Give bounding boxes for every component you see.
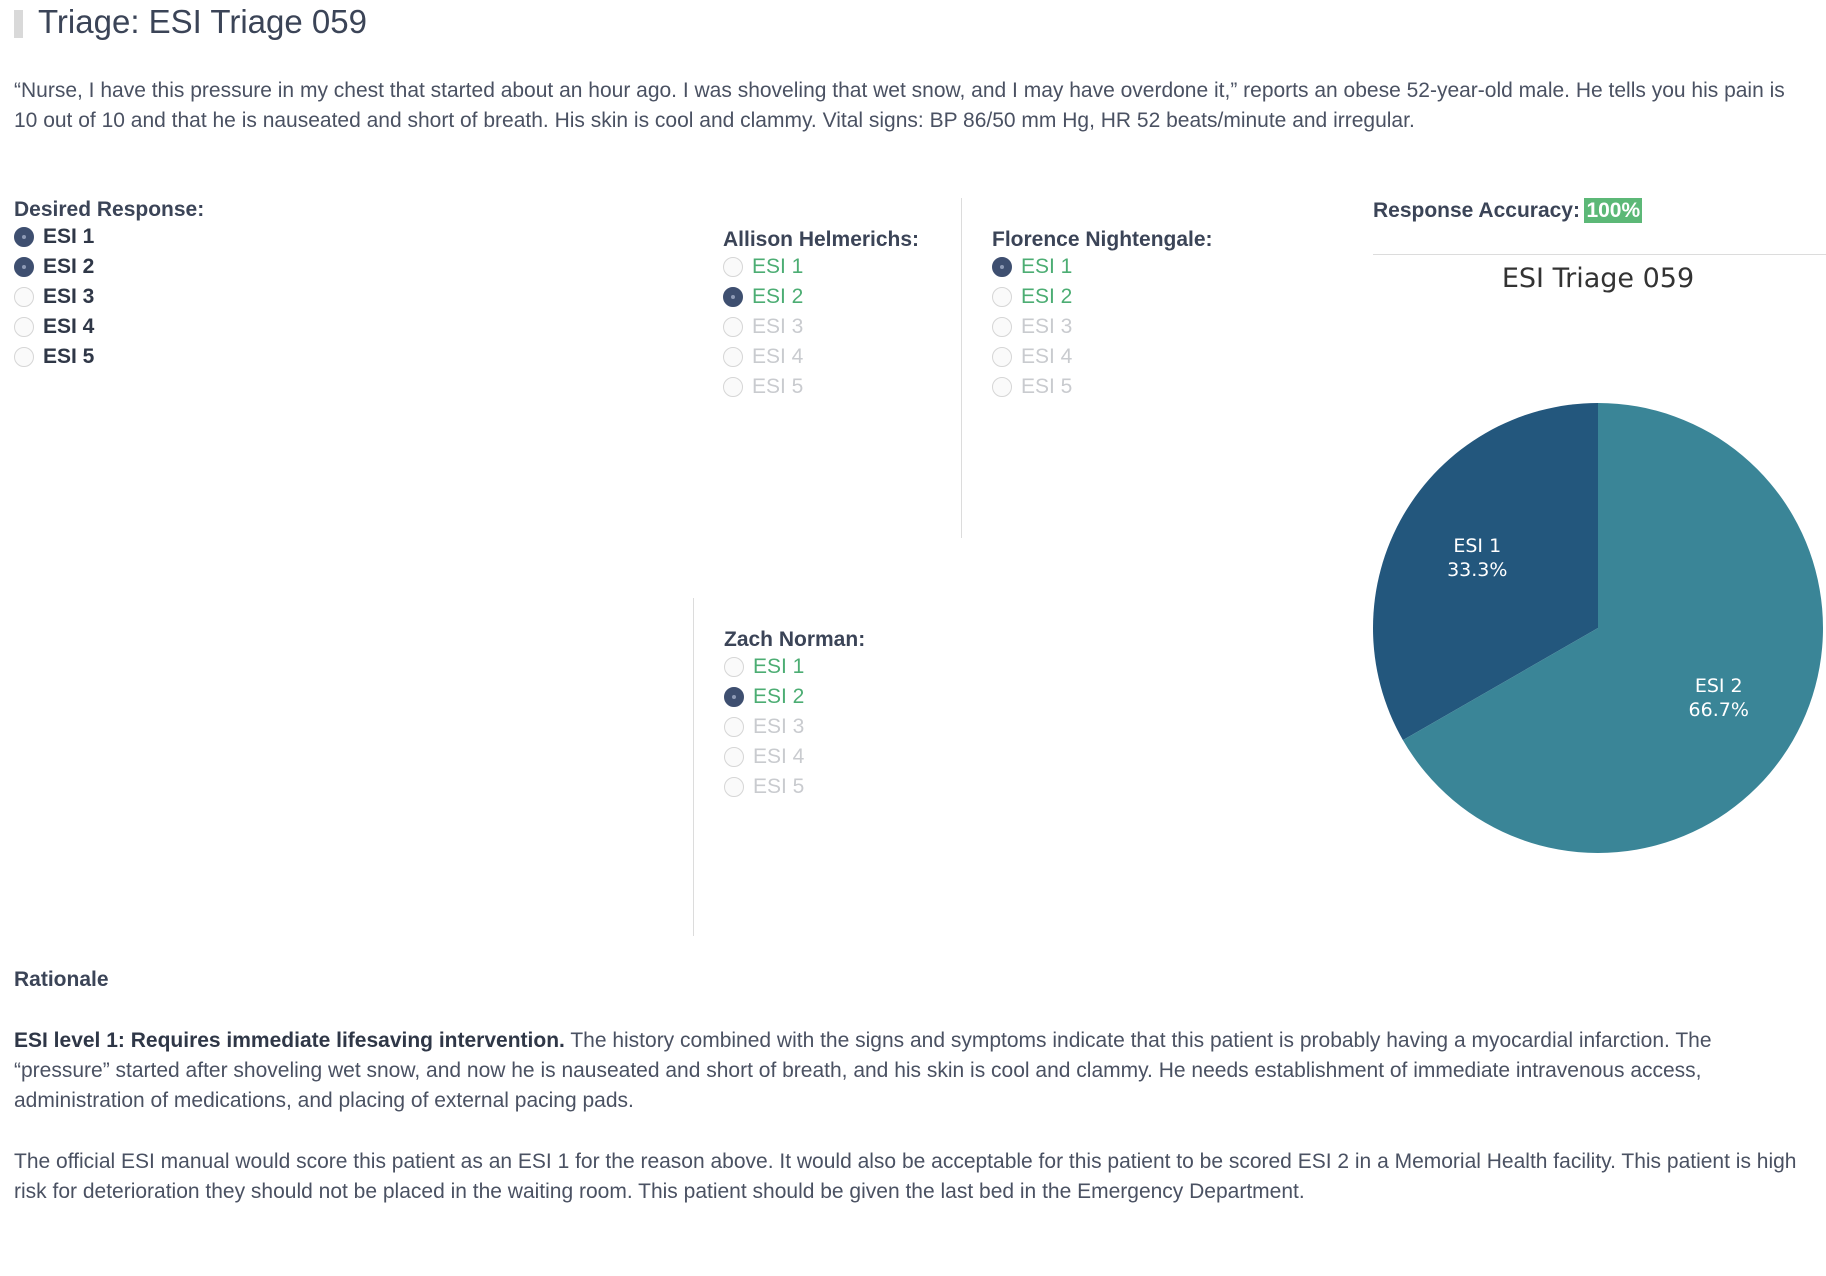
option-esi-1: ESI 1 — [724, 652, 865, 682]
pie-percent-label: 33.3% — [1447, 559, 1507, 581]
option-label: ESI 4 — [43, 315, 95, 338]
option-esi-4: ESI 4 — [724, 742, 865, 772]
responder-options: ESI 1 ESI 2 ESI 3 ESI 4 ESI 5 — [724, 652, 865, 802]
radio-button — [724, 777, 744, 797]
page-title: Triage: ESI Triage 059 — [38, 3, 367, 40]
desired-response-group: Desired Response: ESI 1 ESI 2 ESI 3 ESI 4 ES… — [14, 198, 204, 372]
option-esi-5: ESI 5 — [724, 772, 865, 802]
responder-options: ESI 1 ESI 2 ESI 3 ESI 4 ESI 5 — [992, 252, 1213, 402]
desired-response-options: ESI 1 ESI 2 ESI 3 ESI 4 ESI 5 — [14, 222, 204, 372]
option-esi-4: ESI 4 — [14, 312, 204, 342]
radio-button — [992, 287, 1012, 307]
pie-label: ESI 1 — [1453, 535, 1501, 557]
radio-button — [14, 257, 34, 277]
option-esi-2: ESI 2 — [723, 282, 919, 312]
radio-button — [723, 257, 743, 277]
option-esi-4: ESI 4 — [723, 342, 919, 372]
option-label: ESI 5 — [1021, 375, 1073, 398]
option-label: ESI 5 — [753, 775, 805, 798]
option-label: ESI 3 — [753, 715, 805, 738]
scenario-text: “Nurse, I have this pressure in my chest… — [14, 79, 1785, 132]
option-esi-5: ESI 5 — [723, 372, 919, 402]
radio-button — [724, 687, 744, 707]
radio-button — [992, 377, 1012, 397]
option-esi-3: ESI 3 — [14, 282, 204, 312]
radio-button — [14, 287, 34, 307]
option-label: ESI 1 — [43, 225, 95, 248]
radio-button — [14, 227, 34, 247]
option-esi-1: ESI 1 — [723, 252, 919, 282]
option-label: ESI 4 — [753, 745, 805, 768]
pie-label: ESI 2 — [1695, 675, 1743, 697]
rationale-bold-lead: ESI level 1: Requires immediate lifesavi… — [14, 1029, 565, 1052]
radio-button — [723, 377, 743, 397]
title-accent-bar — [14, 10, 23, 38]
option-label: ESI 3 — [752, 315, 804, 338]
option-esi-1: ESI 1 — [992, 252, 1213, 282]
rationale-paragraph-2: The official ESI manual would score this… — [14, 1150, 1797, 1203]
option-label: ESI 5 — [43, 345, 95, 368]
option-esi-5: ESI 5 — [992, 372, 1213, 402]
option-esi-5: ESI 5 — [14, 342, 204, 372]
option-esi-3: ESI 3 — [724, 712, 865, 742]
rationale-heading: Rationale — [14, 968, 109, 991]
rationale-body-1: The history combined with the signs and … — [14, 1029, 1712, 1112]
option-label: ESI 4 — [752, 345, 804, 368]
responder-options: ESI 1 ESI 2 ESI 3 ESI 4 ESI 5 — [723, 252, 919, 402]
option-esi-2: ESI 2 — [14, 252, 204, 282]
option-esi-3: ESI 3 — [992, 312, 1213, 342]
radio-button — [724, 657, 744, 677]
radio-button — [723, 287, 743, 307]
option-label: ESI 1 — [1021, 255, 1073, 278]
accuracy-label: Response Accuracy: — [1373, 199, 1580, 222]
chart-title: ESI Triage 059 — [1501, 263, 1695, 294]
option-label: ESI 3 — [1021, 315, 1073, 338]
rationale-paragraph-1: ESI level 1: Requires immediate lifesavi… — [14, 1026, 1804, 1116]
desired-response-label: Desired Response: — [14, 198, 205, 221]
accuracy-row: Response Accuracy: 100% — [1373, 198, 1643, 223]
responder-name: Allison Helmerichs: — [723, 228, 920, 251]
pie-chart: ESI 133.3% ESI 266.7% — [1373, 403, 1823, 853]
responder-name: Florence Nightengale: — [992, 228, 1213, 251]
radio-button — [992, 347, 1012, 367]
pie-slice-esi-1[interactable] — [1373, 403, 1598, 741]
option-esi-3: ESI 3 — [723, 312, 919, 342]
column-divider — [961, 198, 962, 538]
radio-button — [14, 317, 34, 337]
responder-name: Zach Norman: — [724, 628, 866, 651]
option-label: ESI 2 — [753, 685, 805, 708]
column-divider — [693, 598, 694, 936]
radio-button — [723, 347, 743, 367]
radio-button — [14, 347, 34, 367]
radio-button — [724, 747, 744, 767]
option-label: ESI 2 — [752, 285, 804, 308]
option-esi-1: ESI 1 — [14, 222, 204, 252]
option-label: ESI 2 — [43, 255, 95, 278]
option-esi-2: ESI 2 — [992, 282, 1213, 312]
option-label: ESI 2 — [1021, 285, 1073, 308]
option-label: ESI 1 — [753, 655, 805, 678]
option-label: ESI 5 — [752, 375, 804, 398]
accuracy-divider — [1373, 254, 1826, 255]
option-esi-2: ESI 2 — [724, 682, 865, 712]
pie-slice-esi-2[interactable] — [1402, 403, 1823, 853]
radio-button — [992, 257, 1012, 277]
option-label: ESI 4 — [1021, 345, 1073, 368]
radio-button — [992, 317, 1012, 337]
responder-zach: Zach Norman: ESI 1 ESI 2 ESI 3 ESI 4 ESI 5 — [724, 628, 865, 802]
option-esi-4: ESI 4 — [992, 342, 1213, 372]
pie-percent-label: 66.7% — [1689, 699, 1749, 721]
option-label: ESI 1 — [752, 255, 804, 278]
radio-button — [723, 317, 743, 337]
responder-allison: Allison Helmerichs: ESI 1 ESI 2 ESI 3 ESI 4… — [723, 228, 919, 402]
radio-button — [724, 717, 744, 737]
option-label: ESI 3 — [43, 285, 95, 308]
responder-florence: Florence Nightengale: ESI 1 ESI 2 ESI 3 ESI… — [992, 228, 1213, 402]
accuracy-badge: 100% — [1584, 198, 1643, 223]
